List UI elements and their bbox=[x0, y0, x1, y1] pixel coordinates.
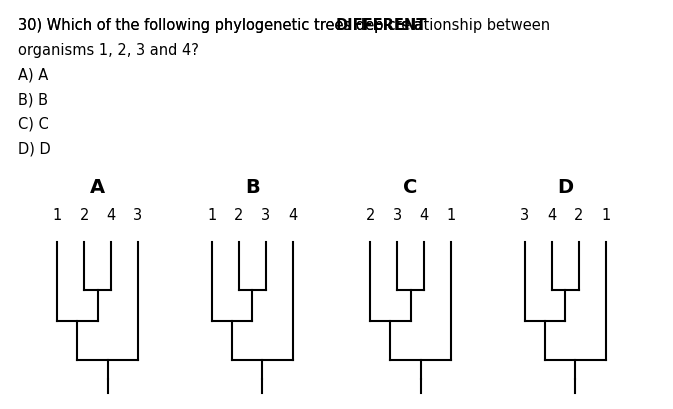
Text: relationship between: relationship between bbox=[391, 18, 550, 34]
Text: 4: 4 bbox=[106, 208, 116, 223]
Text: organisms 1, 2, 3 and 4?: organisms 1, 2, 3 and 4? bbox=[18, 43, 199, 58]
Text: A: A bbox=[90, 178, 105, 196]
Text: A) A: A) A bbox=[18, 67, 48, 83]
Text: 2: 2 bbox=[79, 208, 89, 223]
Text: 3: 3 bbox=[261, 208, 271, 223]
Text: D) D: D) D bbox=[18, 141, 51, 156]
Text: B: B bbox=[245, 178, 260, 196]
Text: D: D bbox=[557, 178, 573, 196]
Text: 30) Which of the following phylogenetic trees depicts a DIFFERENT: 30) Which of the following phylogenetic … bbox=[18, 18, 507, 34]
Text: 1: 1 bbox=[446, 208, 456, 223]
Text: 30) Which of the following phylogenetic trees depicts a: 30) Which of the following phylogenetic … bbox=[18, 18, 427, 34]
Text: 3: 3 bbox=[133, 208, 143, 223]
Text: B) B: B) B bbox=[18, 92, 48, 107]
Text: C) C: C) C bbox=[18, 117, 49, 132]
Text: 4: 4 bbox=[288, 208, 297, 223]
Text: 1: 1 bbox=[52, 208, 62, 223]
Text: 2: 2 bbox=[365, 208, 375, 223]
Text: 30) Which of the following phylogenetic trees depicts a: 30) Which of the following phylogenetic … bbox=[18, 18, 427, 34]
Text: 1: 1 bbox=[207, 208, 217, 223]
Text: 2: 2 bbox=[574, 208, 583, 223]
Text: 3: 3 bbox=[520, 208, 530, 223]
Text: 4: 4 bbox=[547, 208, 557, 223]
Text: 4: 4 bbox=[419, 208, 429, 223]
Text: C: C bbox=[403, 178, 418, 196]
Text: DIFFERENT: DIFFERENT bbox=[336, 18, 427, 34]
Text: 3: 3 bbox=[392, 208, 402, 223]
Text: 1: 1 bbox=[601, 208, 610, 223]
Text: 2: 2 bbox=[234, 208, 244, 223]
